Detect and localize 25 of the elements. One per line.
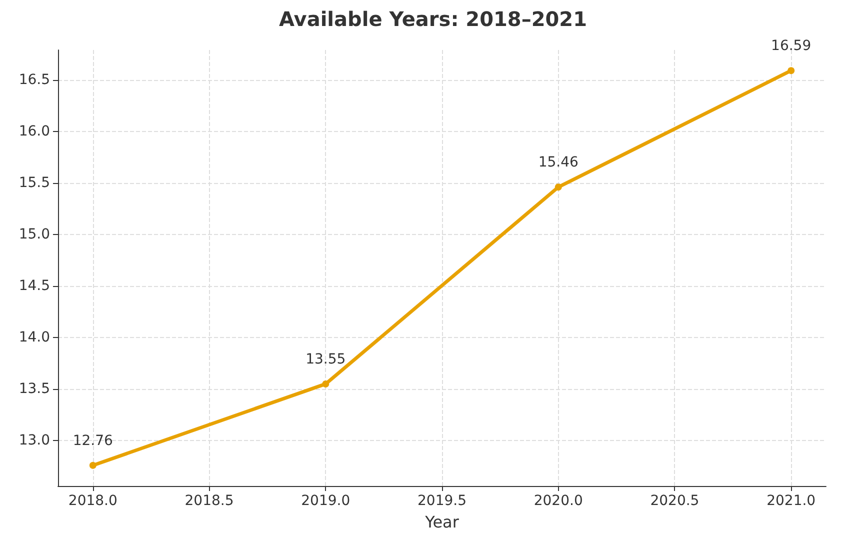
x-tick-label: 2019.0	[301, 493, 350, 509]
y-tick-label: 14.0	[18, 330, 50, 346]
x-tick-label: 2020.5	[650, 493, 700, 509]
data-label: 16.59	[771, 38, 812, 54]
y-tick-label: 14.5	[18, 278, 50, 294]
y-tick-label: 15.5	[18, 174, 50, 191]
y-tick-label: 16.5	[18, 72, 50, 88]
x-tick-label: 2018.0	[68, 493, 118, 509]
point	[554, 184, 562, 191]
point	[322, 380, 330, 388]
x-tick-label: 2018.5	[184, 493, 234, 509]
x-tick-label: 2021.0	[766, 493, 816, 509]
point	[89, 462, 96, 469]
x-tick-label: 2020.0	[534, 493, 583, 509]
y-tick-label: 16.0	[18, 123, 50, 140]
y-tick-label: 15.0	[18, 226, 50, 242]
x-axis-title: Year	[424, 512, 460, 532]
y-tick-label: 13.0	[18, 432, 50, 449]
data-label: 12.76	[72, 432, 114, 449]
y-tick-label: 13.5	[18, 381, 50, 398]
point	[788, 67, 795, 74]
data-label: 13.55	[306, 351, 346, 368]
data-label: 15.46	[538, 154, 578, 171]
x-tick-label: 2019.5	[418, 493, 466, 509]
chart-title: Available Years: 2018–2021	[279, 7, 587, 31]
